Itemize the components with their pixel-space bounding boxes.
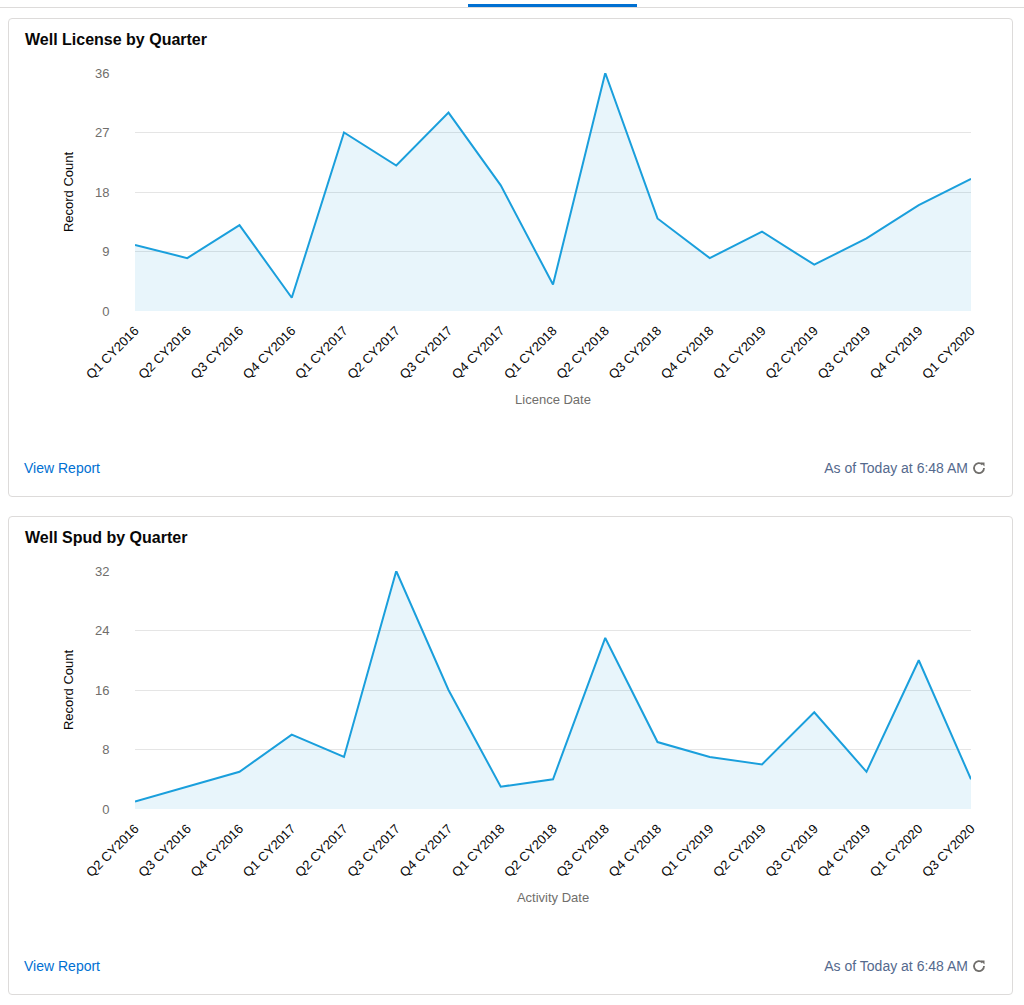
svg-text:Q2 CY2019: Q2 CY2019 — [710, 821, 769, 880]
svg-text:Q4 CY2017: Q4 CY2017 — [449, 323, 508, 382]
svg-text:Q1 CY2020: Q1 CY2020 — [867, 821, 926, 880]
svg-text:Q1 CY2018: Q1 CY2018 — [501, 323, 560, 382]
svg-text:Q3 CY2017: Q3 CY2017 — [344, 821, 403, 880]
svg-text:Q1 CY2017: Q1 CY2017 — [292, 323, 351, 382]
svg-text:Q2 CY2017: Q2 CY2017 — [344, 323, 403, 382]
html-text:View Report: View Report — [24, 460, 100, 476]
svg-text:Q2 CY2016: Q2 CY2016 — [83, 821, 142, 880]
svg-text:Licence Date: Licence Date — [515, 392, 591, 407]
svg-text:Q2 CY2018: Q2 CY2018 — [501, 821, 560, 880]
svg-text:Q1 CY2018: Q1 CY2018 — [449, 821, 508, 880]
svg-text:Q1 CY2016: Q1 CY2016 — [83, 323, 142, 382]
svg-text:0: 0 — [102, 304, 109, 319]
svg-text:Q4 CY2016: Q4 CY2016 — [188, 821, 247, 880]
svg-text:Q2 CY2018: Q2 CY2018 — [553, 323, 612, 382]
svg-text:Q3 CY2020: Q3 CY2020 — [919, 821, 978, 880]
svg-text:Q4 CY2018: Q4 CY2018 — [606, 821, 665, 880]
svg-text:Q4 CY2017: Q4 CY2017 — [397, 821, 456, 880]
svg-text:Q3 CY2017: Q3 CY2017 — [397, 323, 456, 382]
svg-text:36: 36 — [95, 66, 109, 81]
svg-text:Record Count: Record Count — [61, 152, 76, 233]
svg-text:Q2 CY2017: Q2 CY2017 — [292, 821, 351, 880]
svg-text:Q1 CY2019: Q1 CY2019 — [710, 323, 769, 382]
svg-text:Q3 CY2019: Q3 CY2019 — [815, 323, 874, 382]
html-text:As of Today at 6:48 AM: As of Today at 6:48 AM — [824, 958, 968, 974]
svg-text:9: 9 — [102, 244, 109, 259]
svg-text:Q3 CY2019: Q3 CY2019 — [762, 821, 821, 880]
svg-text:Q4 CY2019: Q4 CY2019 — [867, 323, 926, 382]
svg-text:16: 16 — [95, 683, 109, 698]
html-text:Well License by Quarter: Well License by Quarter — [25, 31, 207, 48]
svg-text:Record Count: Record Count — [61, 650, 76, 731]
svg-text:Q2 CY2019: Q2 CY2019 — [762, 323, 821, 382]
html-text:Well Spud by Quarter: Well Spud by Quarter — [25, 529, 188, 546]
svg-text:18: 18 — [95, 185, 109, 200]
svg-text:Q1 CY2017: Q1 CY2017 — [240, 821, 299, 880]
svg-text:Q4 CY2018: Q4 CY2018 — [658, 323, 717, 382]
svg-text:Q2 CY2016: Q2 CY2016 — [135, 323, 194, 382]
svg-text:Activity Date: Activity Date — [517, 890, 589, 905]
svg-text:Q1 CY2019: Q1 CY2019 — [658, 821, 717, 880]
html-text:As of Today at 6:48 AM: As of Today at 6:48 AM — [824, 460, 968, 476]
svg-text:0: 0 — [102, 802, 109, 817]
svg-text:Q4 CY2019: Q4 CY2019 — [815, 821, 874, 880]
svg-text:8: 8 — [102, 742, 109, 757]
svg-text:Q4 CY2016: Q4 CY2016 — [240, 323, 299, 382]
svg-text:24: 24 — [95, 623, 109, 638]
svg-text:Q3 CY2018: Q3 CY2018 — [606, 323, 665, 382]
svg-text:Q1 CY2020: Q1 CY2020 — [919, 323, 978, 382]
svg-text:Q3 CY2016: Q3 CY2016 — [135, 821, 194, 880]
html-text:View Report: View Report — [24, 958, 100, 974]
svg-text:Q3 CY2016: Q3 CY2016 — [188, 323, 247, 382]
svg-text:Q3 CY2018: Q3 CY2018 — [553, 821, 612, 880]
svg-text:27: 27 — [95, 125, 109, 140]
svg-text:32: 32 — [95, 564, 109, 579]
